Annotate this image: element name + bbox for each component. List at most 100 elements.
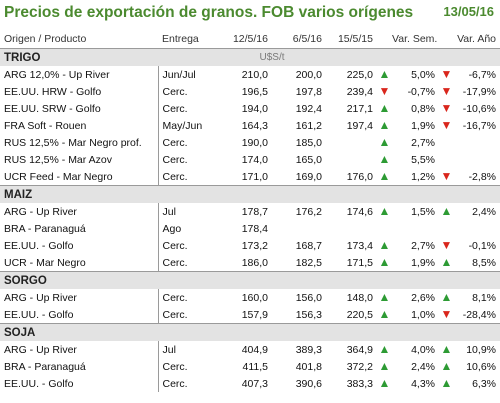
- arrow-year-cell: ▼: [439, 100, 454, 117]
- var-sem-cell: 1,9%: [411, 256, 435, 269]
- var-sem-cell: 0,8%: [411, 102, 435, 115]
- col-header-date3: 15/5/15: [326, 30, 377, 49]
- arrow-down-icon: ▼: [440, 307, 453, 321]
- table-row: EE.UU. - Golfo Cerc. 157,9 156,3 220,5 ▲ 1,0% ▼…: [0, 306, 500, 324]
- price-12-5-16-cell: 173,2: [241, 239, 268, 252]
- price-6-5-16-cell: 176,2: [295, 205, 322, 218]
- section-name: MAIZ: [0, 185, 218, 203]
- arrow-up-icon: ▲: [378, 67, 391, 81]
- var-sem-cell: 1,2%: [411, 170, 435, 183]
- table-row: RUS 12,5% - Mar Azov Cerc. 174,0 165,0 ▲ 5,5%: [0, 151, 500, 168]
- product-cell: RUS 12,5% - Mar Negro prof.: [4, 136, 142, 149]
- table-row: RUS 12,5% - Mar Negro prof. Cerc. 190,0 185…: [0, 134, 500, 151]
- var-year-cell: -28,4%: [462, 308, 496, 321]
- section-header-row: MAIZ: [0, 185, 500, 203]
- arrow-up-icon: ▲: [440, 255, 453, 269]
- price-15-5-15-cell: [326, 134, 377, 151]
- var-year-cell: 6,3%: [472, 377, 496, 390]
- delivery-cell: Jul: [157, 203, 218, 220]
- product-cell: ARG 12,0% - Up River: [4, 68, 110, 81]
- arrow-up-icon: ▲: [378, 135, 391, 149]
- var-year-cell: -2,8%: [468, 170, 496, 183]
- price-6-5-16-cell: 169,0: [295, 170, 322, 183]
- arrow-up-icon: ▲: [440, 290, 453, 304]
- var-sem-cell: 5,5%: [411, 153, 435, 166]
- delivery-cell: Cerc.: [157, 289, 218, 306]
- price-12-5-16-cell: 171,0: [241, 170, 268, 183]
- price-15-5-15-cell: [326, 151, 377, 168]
- product-cell: ARG - Up River: [4, 291, 77, 304]
- price-12-5-16-cell: 196,5: [241, 85, 268, 98]
- prices-table: Origen / Producto Entrega 12/5/16 6/5/16…: [0, 30, 500, 392]
- table-row: EE.UU. - Golfo Cerc. 407,3 390,6 383,3 ▲ 4,3% ▲…: [0, 375, 500, 392]
- page-title: Precios de exportación de granos. FOB va…: [4, 4, 414, 21]
- var-year-cell: [454, 220, 500, 237]
- section-name: SORGO: [0, 271, 218, 289]
- delivery-cell: Cerc.: [157, 168, 218, 186]
- arrow-year-cell: ▲: [439, 203, 454, 220]
- price-12-5-16-cell: 178,4: [241, 222, 268, 235]
- arrow-up-icon: ▲: [378, 169, 391, 183]
- var-year-cell: [454, 134, 500, 151]
- price-15-5-15-cell: 364,9: [346, 343, 373, 356]
- price-6-5-16-cell: 165,0: [295, 153, 322, 166]
- price-15-5-15-cell: 225,0: [346, 68, 373, 81]
- col-header-arrow-year: [439, 30, 454, 49]
- price-15-5-15-cell: [326, 220, 377, 237]
- arrow-year-cell: ▼: [439, 168, 454, 186]
- price-6-5-16-cell: 156,3: [295, 308, 322, 321]
- product-cell: UCR - Mar Negro: [4, 256, 86, 269]
- delivery-cell: Jun/Jul: [157, 66, 218, 83]
- arrow-down-icon: ▼: [440, 101, 453, 115]
- col-header-arrow-sem: [377, 30, 392, 49]
- table-row: EE.UU. SRW - Golfo Cerc. 194,0 192,4 217,1 ▲ 0…: [0, 100, 500, 117]
- arrow-sem-cell: ▼: [377, 83, 392, 100]
- arrow-year-cell: ▲: [439, 341, 454, 358]
- arrow-up-icon: ▲: [440, 342, 453, 356]
- var-sem-cell: 2,4%: [411, 360, 435, 373]
- arrow-year-cell: ▼: [439, 117, 454, 134]
- price-12-5-16-cell: 160,0: [241, 291, 268, 304]
- price-12-5-16-cell: 157,9: [241, 308, 268, 321]
- delivery-cell: Cerc.: [157, 306, 218, 324]
- price-12-5-16-cell: 210,0: [241, 68, 268, 81]
- product-cell: EE.UU. HRW - Golfo: [4, 85, 102, 98]
- price-15-5-15-cell: 220,5: [346, 308, 373, 321]
- section-name: TRIGO: [0, 48, 218, 66]
- section-filler: [218, 185, 500, 203]
- arrow-up-icon: ▲: [378, 307, 391, 321]
- var-sem-cell: 1,5%: [411, 205, 435, 218]
- table-row: ARG - Up River Jul 404,9 389,3 364,9 ▲ 4,0% ▲ 10…: [0, 341, 500, 358]
- var-sem-cell: 1,9%: [411, 119, 435, 132]
- var-sem-cell: 2,7%: [411, 136, 435, 149]
- table-body: TRIGO U$S/t ARG 12,0% - Up River Jun/Jul 210…: [0, 48, 500, 392]
- arrow-year-cell: [439, 134, 454, 151]
- delivery-cell: Jul: [157, 341, 218, 358]
- arrow-sem-cell: ▲: [377, 203, 392, 220]
- arrow-up-icon: ▲: [378, 101, 391, 115]
- price-12-5-16-cell: 404,9: [241, 343, 268, 356]
- price-6-5-16-cell: 197,8: [295, 85, 322, 98]
- price-15-5-15-cell: 372,2: [346, 360, 373, 373]
- var-sem-cell: 4,0%: [411, 343, 435, 356]
- price-6-5-16-cell: 192,4: [295, 102, 322, 115]
- price-12-5-16-cell: 186,0: [241, 256, 268, 269]
- delivery-cell: Cerc.: [157, 151, 218, 168]
- arrow-down-icon: ▼: [378, 84, 391, 98]
- price-15-5-15-cell: 217,1: [346, 102, 373, 115]
- table-header-row: Origen / Producto Entrega 12/5/16 6/5/16…: [0, 30, 500, 49]
- price-12-5-16-cell: 411,5: [242, 360, 269, 373]
- product-cell: BRA - Paranaguá: [4, 222, 86, 235]
- delivery-cell: Cerc.: [157, 100, 218, 117]
- arrow-sem-cell: ▲: [377, 66, 392, 83]
- table-row: ARG 12,0% - Up River Jun/Jul 210,0 200,0 225…: [0, 66, 500, 83]
- var-sem-cell: [392, 220, 439, 237]
- arrow-year-cell: [439, 220, 454, 237]
- price-6-5-16-cell: 390,6: [295, 377, 322, 390]
- price-6-5-16-cell: 161,2: [295, 119, 322, 132]
- product-cell: ARG - Up River: [4, 205, 77, 218]
- var-year-cell: 8,1%: [472, 291, 496, 304]
- arrow-up-icon: ▲: [440, 359, 453, 373]
- arrow-sem-cell: ▲: [377, 100, 392, 117]
- arrow-year-cell: ▲: [439, 289, 454, 306]
